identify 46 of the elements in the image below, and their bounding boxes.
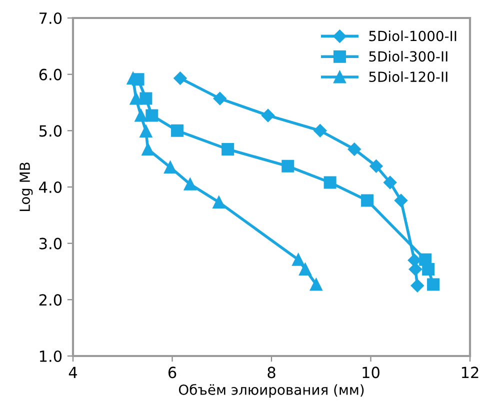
point (146, 109, 158, 122)
legend-label: 5Diol-1000-II (369, 30, 456, 42)
point (212, 196, 226, 208)
y-tick-label: 7.0 (40, 12, 62, 24)
y-tick-label: 3.0 (39, 238, 62, 250)
point (348, 142, 361, 156)
x-tick-label: 4 (68, 366, 78, 378)
x-tick-label: 6 (168, 366, 176, 378)
point (310, 278, 322, 291)
point (213, 92, 226, 106)
point (130, 92, 142, 105)
y-tick-label: 4.0 (39, 181, 62, 194)
point (408, 262, 422, 276)
point (134, 109, 148, 122)
point (314, 124, 327, 138)
point (427, 278, 440, 291)
point (261, 108, 275, 122)
legend-label: 5Diol-120-II (369, 71, 448, 82)
y-tick-label: 6.0 (39, 68, 62, 80)
point (170, 124, 184, 137)
y-axis-title: Log MB (20, 162, 33, 212)
x-tick-label: 8 (268, 366, 276, 378)
x-axis-title: Объём элюирования (мм) (178, 384, 364, 398)
point (422, 262, 435, 276)
point (324, 176, 336, 189)
point (184, 178, 196, 190)
point (410, 278, 424, 292)
x-tick-label: 10 (362, 366, 380, 378)
y-tick-label: 5.0 (39, 125, 62, 137)
x-tick-label: 12 (462, 366, 478, 378)
point (361, 194, 374, 207)
point (222, 143, 234, 156)
point (298, 262, 312, 276)
point (140, 92, 152, 105)
point (174, 72, 187, 85)
y-tick-label: 2.0 (39, 294, 62, 306)
point (164, 161, 177, 174)
y-tick-label: 1.0 (40, 350, 62, 362)
point (384, 176, 397, 190)
point (140, 124, 152, 138)
point (370, 160, 383, 173)
legend-label: 5Diol-300-II (369, 50, 448, 62)
point (292, 253, 305, 266)
point (282, 160, 294, 172)
point (142, 143, 154, 156)
point (394, 194, 408, 208)
